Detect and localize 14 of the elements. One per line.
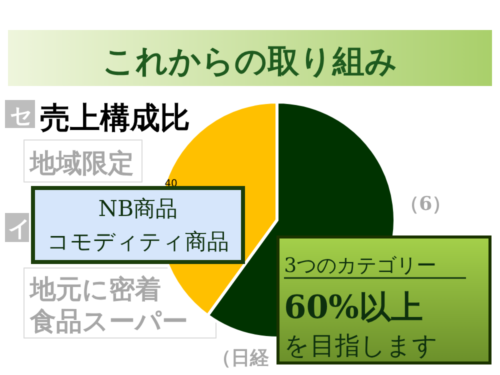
text: NB商品 — [98, 197, 178, 222]
text: イ — [8, 217, 31, 242]
text: 食品スーパー — [29, 307, 188, 337]
text: 3つのカテゴリー — [284, 253, 437, 277]
text: 地元に密着 — [29, 275, 161, 305]
text: 地域限定 — [29, 149, 134, 179]
chart-title: これからの取り組み — [102, 42, 398, 80]
text: 60%以上 — [284, 288, 423, 326]
text: （日経 — [212, 347, 270, 369]
text: コモディティ商品 — [47, 230, 229, 255]
text: セ — [10, 104, 33, 129]
chart-subtitle: 売上構成比 — [40, 101, 190, 136]
text: （6） — [400, 193, 452, 215]
text: を目指します — [284, 331, 438, 360]
